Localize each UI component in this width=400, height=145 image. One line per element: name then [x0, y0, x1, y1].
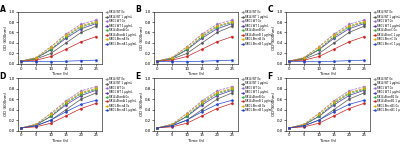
- X-axis label: Time (h): Time (h): [188, 139, 204, 143]
- Text: E: E: [136, 72, 141, 81]
- Legend: PA14 WT 0x, PA14 WT 1 μg/mL, PAO1 WT 0x, PAO1 WT 1 μg/mL, PA14 ΔhcnA 0x, PA14 Δh: PA14 WT 0x, PA14 WT 1 μg/mL, PAO1 WT 0x,…: [105, 10, 136, 46]
- Y-axis label: OD (600nm): OD (600nm): [4, 26, 8, 50]
- Text: B: B: [136, 5, 141, 14]
- Legend: PA14 WT 0x, PA14 WT 1 μg/mL, PAO1 WT 0x, PAO1 WT 1 μg/mL, PA14 ΔhcnC 0x, PA14 Δh: PA14 WT 0x, PA14 WT 1 μg/mL, PAO1 WT 0x,…: [373, 10, 400, 46]
- X-axis label: Time (h): Time (h): [320, 139, 336, 143]
- Legend: PA14 WT 0x, PA14 WT 1 μg/mL, PAO1 WT 0x, PAO1 WT 1 μg/mL, PA14 ΔhcnA 0x, PA14 Δh: PA14 WT 0x, PA14 WT 1 μg/mL, PAO1 WT 0x,…: [105, 77, 136, 112]
- X-axis label: Time (h): Time (h): [52, 72, 68, 76]
- Text: C: C: [268, 5, 273, 14]
- Legend: PA14 WT 0x, PA14 WT 1 μg/mL, PAO1 WT 0x, PAO1 WT 1 μg/mL, PA14 ΔhcnB 0x, PA14 Δh: PA14 WT 0x, PA14 WT 1 μg/mL, PAO1 WT 0x,…: [241, 77, 272, 112]
- Text: D: D: [0, 72, 6, 81]
- X-axis label: Time (h): Time (h): [52, 139, 68, 143]
- X-axis label: Time (h): Time (h): [320, 72, 336, 76]
- Y-axis label: OD (600nm): OD (600nm): [272, 92, 276, 116]
- Y-axis label: OD (600nm): OD (600nm): [272, 26, 276, 50]
- Legend: PA14 WT 0x, PA14 WT 1 μg/mL, PAO1 WT 0x, PAO1 WT 1 μg/mL, PA14 ΔhcnB1 0x, PA14 Δ: PA14 WT 0x, PA14 WT 1 μg/mL, PAO1 WT 0x,…: [373, 77, 400, 112]
- Text: F: F: [268, 72, 273, 81]
- Text: A: A: [0, 5, 5, 14]
- Y-axis label: OD (600nm): OD (600nm): [140, 92, 144, 116]
- Y-axis label: OD (600nm): OD (600nm): [4, 92, 8, 116]
- Legend: PA14 WT 0x, PA14 WT 1 μg/mL, PAO1 WT 0x, PAO1 WT 1 μg/mL, PA14 ΔhcnB 0x, PA14 Δh: PA14 WT 0x, PA14 WT 1 μg/mL, PAO1 WT 0x,…: [241, 10, 272, 46]
- X-axis label: Time (h): Time (h): [188, 72, 204, 76]
- Y-axis label: OD (600nm): OD (600nm): [140, 26, 144, 50]
